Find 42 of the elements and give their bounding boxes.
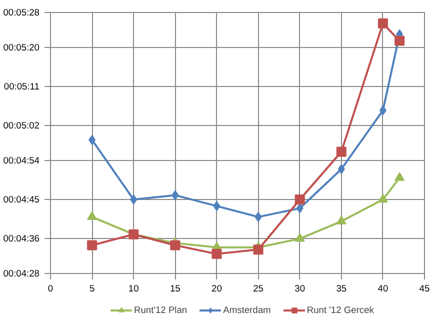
point — [212, 248, 222, 259]
x-tick-label: 45 — [419, 284, 430, 294]
y-tick-label: 00:05:11 — [4, 81, 40, 92]
point — [130, 194, 138, 205]
point — [294, 194, 305, 205]
x-tick-label: 25 — [253, 284, 264, 294]
x-tick-label: 20 — [212, 284, 222, 294]
point — [87, 240, 98, 250]
x-tick-label: 35 — [336, 284, 347, 294]
point — [213, 201, 220, 212]
x-tick-label: 10 — [128, 284, 139, 294]
point — [254, 212, 262, 222]
y-tick-label: 00:04:36 — [3, 234, 40, 244]
x-tick-label: 30 — [294, 284, 306, 294]
point — [379, 105, 386, 116]
legend-label: Runt'12 Plan — [134, 304, 188, 316]
point — [394, 172, 405, 181]
point — [336, 216, 346, 224]
x-tick-label: 5 — [89, 284, 95, 294]
x-tick-label: 0 — [48, 284, 54, 294]
y-tick-label: 00:05:20 — [3, 42, 40, 52]
point — [394, 36, 405, 46]
point — [294, 233, 305, 242]
y-tick-label: 00:04:28 — [3, 268, 40, 278]
x-tick-label: 15 — [170, 284, 180, 294]
point — [296, 203, 304, 214]
y-tick-label: 00:05:02 — [3, 120, 40, 131]
point — [338, 164, 345, 174]
point — [88, 134, 96, 145]
point — [336, 146, 346, 157]
y-tick-label: 00:05:28 — [3, 8, 40, 18]
point — [87, 211, 98, 220]
legend-label: Amsterdam — [223, 304, 271, 316]
y-tick-label: 00:04:54 — [3, 155, 40, 166]
point — [170, 240, 180, 250]
y-tick-label: 00:04:45 — [3, 194, 40, 205]
legend-label: Runt '12 Gercek — [306, 304, 374, 316]
point — [378, 194, 388, 203]
point — [253, 244, 264, 255]
point — [378, 18, 388, 28]
x-tick-label: 40 — [378, 284, 388, 294]
point — [172, 190, 179, 200]
